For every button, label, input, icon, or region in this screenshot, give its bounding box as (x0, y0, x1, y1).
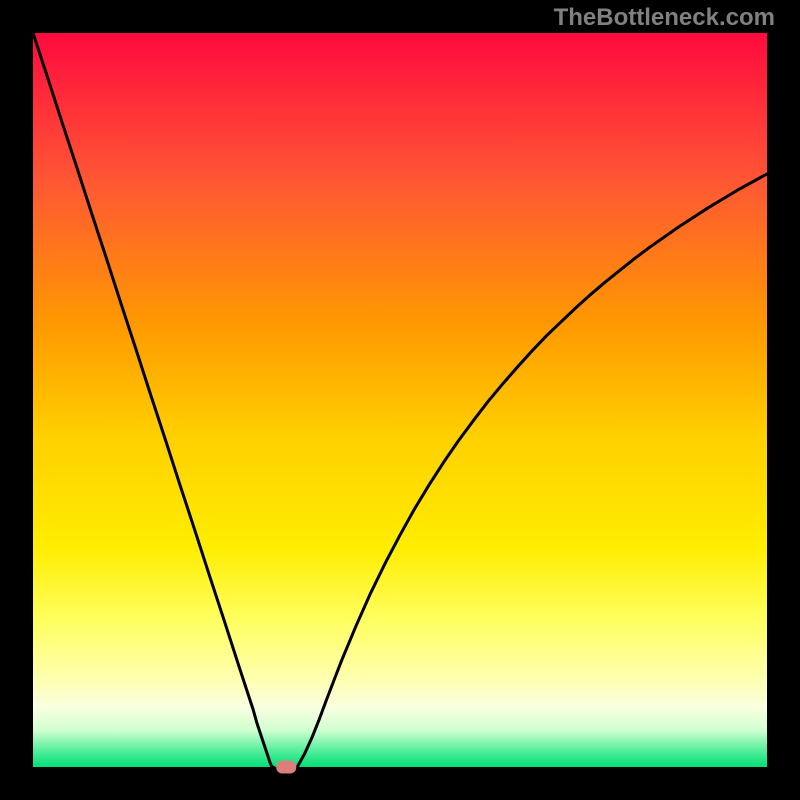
chart-plot-background (33, 33, 767, 767)
chart-svg (0, 0, 800, 800)
bottleneck-chart: TheBottleneck.com (0, 0, 800, 800)
optimal-marker (276, 761, 296, 774)
watermark-text: TheBottleneck.com (554, 4, 775, 32)
